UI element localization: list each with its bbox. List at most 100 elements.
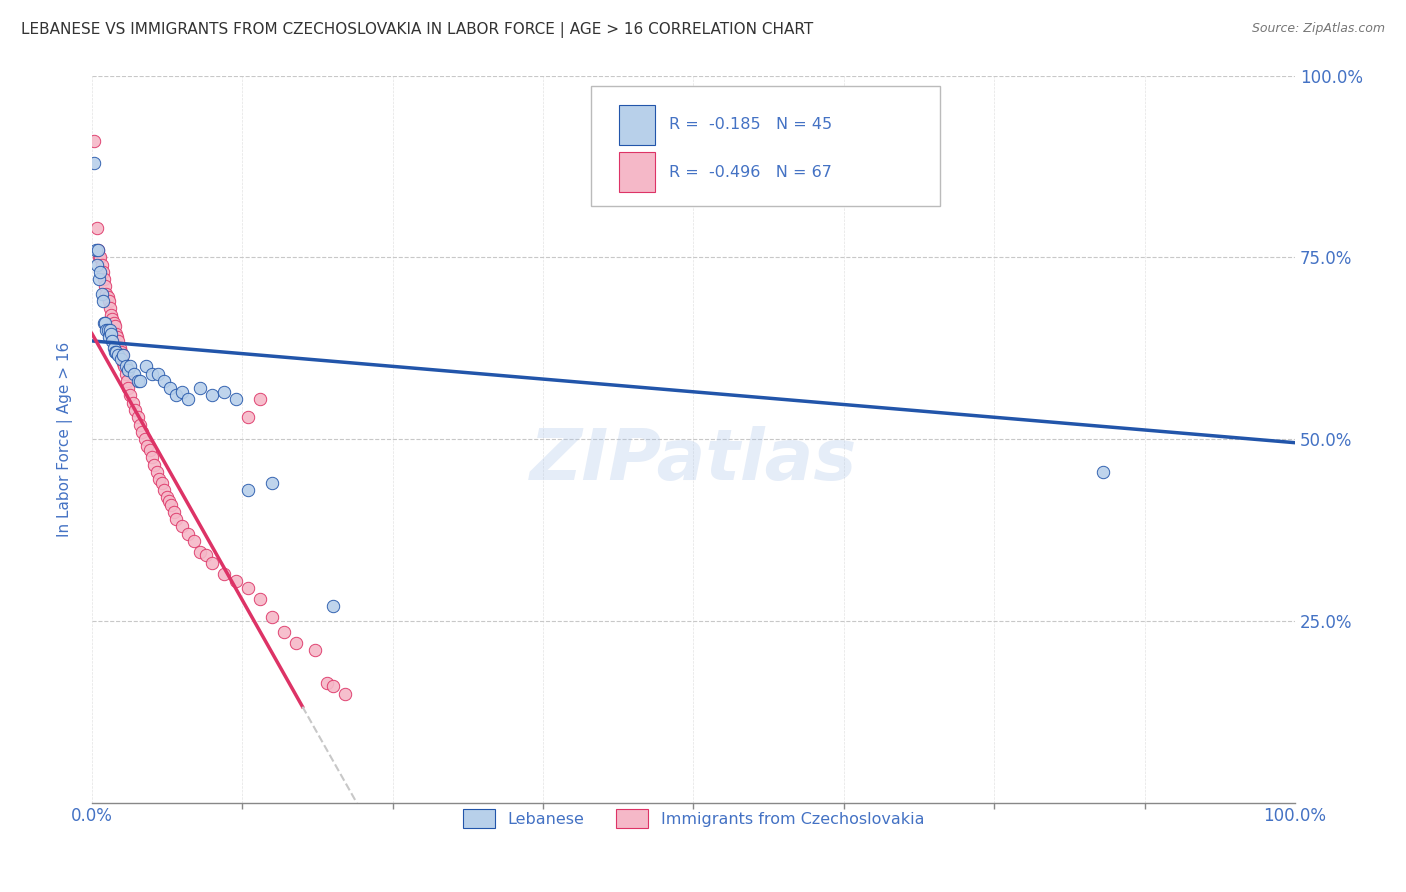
Point — [96, 323, 118, 337]
Point — [104, 319, 127, 334]
Y-axis label: In Labor Force | Age > 16: In Labor Force | Age > 16 — [58, 342, 73, 537]
Point — [111, 348, 134, 362]
Point — [238, 410, 260, 425]
Point — [135, 359, 157, 374]
Point — [107, 334, 129, 348]
Point — [117, 363, 139, 377]
Point — [100, 326, 122, 341]
Point — [153, 483, 176, 497]
Point — [1091, 465, 1114, 479]
Point — [177, 526, 200, 541]
Point — [134, 432, 156, 446]
Point — [238, 483, 260, 497]
Text: LEBANESE VS IMMIGRANTS FROM CZECHOSLOVAKIA IN LABOR FORCE | AGE > 16 CORRELATION: LEBANESE VS IMMIGRANTS FROM CZECHOSLOVAK… — [21, 22, 813, 38]
Point — [101, 312, 124, 326]
Point — [730, 170, 752, 185]
Point — [201, 388, 224, 402]
Point — [131, 425, 153, 439]
Point — [262, 475, 284, 490]
Point — [84, 243, 107, 257]
Point — [322, 679, 344, 693]
Point — [172, 384, 194, 399]
Point — [304, 643, 326, 657]
Point — [120, 388, 142, 402]
Point — [159, 381, 181, 395]
Point — [146, 465, 169, 479]
Point — [89, 272, 111, 286]
Point — [100, 309, 122, 323]
Point — [105, 330, 128, 344]
Point — [112, 348, 135, 362]
Point — [87, 243, 110, 257]
Point — [150, 475, 173, 490]
FancyBboxPatch shape — [591, 87, 941, 206]
Point — [90, 286, 112, 301]
Point — [155, 490, 177, 504]
Point — [89, 250, 111, 264]
Point — [104, 344, 127, 359]
Point — [112, 356, 135, 370]
Point — [315, 675, 337, 690]
Point — [121, 395, 143, 409]
Point — [91, 265, 114, 279]
Point — [333, 687, 356, 701]
Point — [122, 367, 145, 381]
Point — [127, 410, 149, 425]
Point — [165, 388, 187, 402]
Point — [141, 450, 163, 465]
Point — [172, 519, 194, 533]
Point — [94, 316, 117, 330]
Text: ZIPatlas: ZIPatlas — [530, 426, 858, 495]
Point — [103, 316, 125, 330]
Point — [114, 359, 136, 374]
Point — [183, 533, 205, 548]
Point — [177, 392, 200, 406]
Point — [87, 243, 110, 257]
Point — [96, 286, 118, 301]
Point — [195, 549, 218, 563]
Point — [90, 258, 112, 272]
Point — [93, 272, 115, 286]
Point — [138, 442, 160, 457]
Point — [214, 566, 236, 581]
Point — [188, 381, 211, 395]
Point — [262, 610, 284, 624]
Point — [163, 505, 186, 519]
Point — [129, 417, 152, 432]
Text: Source: ZipAtlas.com: Source: ZipAtlas.com — [1251, 22, 1385, 36]
Point — [225, 392, 247, 406]
Point — [97, 323, 120, 337]
Point — [165, 512, 187, 526]
Point — [110, 352, 132, 367]
Point — [89, 250, 111, 264]
Point — [104, 344, 127, 359]
Point — [86, 258, 108, 272]
Point — [129, 374, 152, 388]
Point — [86, 221, 108, 235]
Point — [238, 581, 260, 595]
Point — [141, 367, 163, 381]
Point — [101, 334, 124, 348]
Point — [127, 374, 149, 388]
Point — [83, 155, 105, 169]
Point — [89, 265, 111, 279]
Point — [107, 348, 129, 362]
Text: R =  -0.496   N = 67: R = -0.496 N = 67 — [669, 165, 832, 179]
Point — [249, 392, 271, 406]
Point — [225, 574, 247, 588]
Point — [249, 592, 271, 607]
Point — [108, 341, 131, 355]
Point — [322, 599, 344, 614]
Point — [143, 458, 166, 472]
Point — [124, 403, 146, 417]
Point — [97, 330, 120, 344]
Point — [115, 374, 138, 388]
Point — [94, 279, 117, 293]
Point — [112, 359, 135, 374]
Point — [83, 134, 105, 148]
Point — [201, 556, 224, 570]
Point — [98, 301, 121, 316]
Point — [97, 290, 120, 304]
Point — [188, 545, 211, 559]
Point — [110, 344, 132, 359]
